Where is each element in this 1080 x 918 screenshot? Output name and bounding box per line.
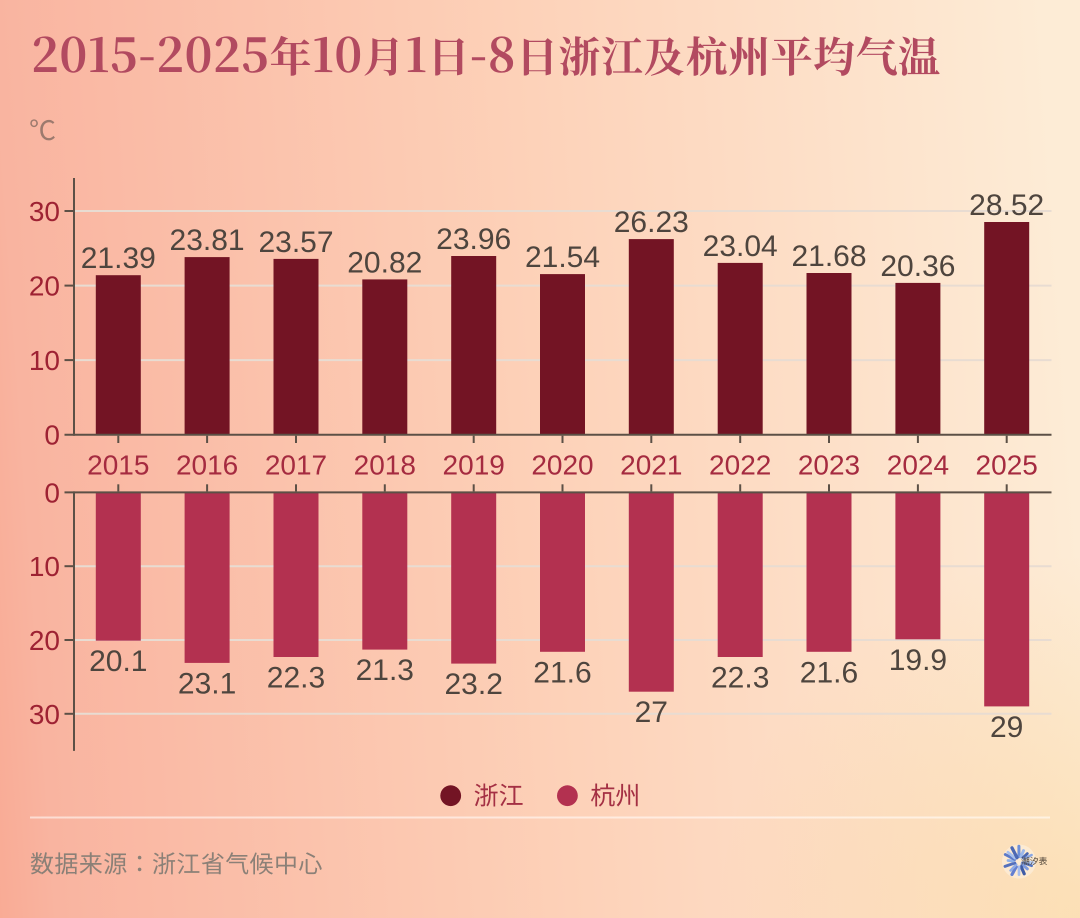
svg-text:2019: 2019 [443, 450, 505, 481]
svg-text:2017: 2017 [265, 450, 327, 481]
svg-text:23.81: 23.81 [170, 224, 245, 257]
svg-text:0: 0 [44, 477, 60, 508]
svg-text:28.52: 28.52 [969, 189, 1044, 222]
svg-text:30: 30 [29, 196, 60, 227]
svg-text:23.04: 23.04 [703, 230, 778, 263]
svg-text:20: 20 [29, 271, 60, 302]
svg-text:20.1: 20.1 [89, 645, 147, 678]
svg-text:26.23: 26.23 [614, 206, 689, 239]
svg-text:2025: 2025 [976, 450, 1038, 481]
svg-text:23.1: 23.1 [178, 667, 236, 700]
svg-text:21.68: 21.68 [791, 240, 866, 273]
svg-text:0: 0 [44, 420, 60, 451]
svg-text:21.39: 21.39 [81, 242, 156, 275]
svg-text:23.2: 23.2 [445, 668, 503, 701]
svg-text:23.57: 23.57 [258, 226, 333, 259]
svg-text:10: 10 [29, 345, 60, 376]
svg-text:20.36: 20.36 [880, 250, 955, 283]
svg-text:30: 30 [29, 699, 60, 730]
svg-text:21.3: 21.3 [356, 654, 414, 687]
svg-text:2021: 2021 [620, 450, 682, 481]
svg-text:22.3: 22.3 [267, 662, 325, 695]
svg-text:2016: 2016 [176, 450, 238, 481]
svg-text:19.9: 19.9 [889, 644, 947, 677]
svg-text:21.54: 21.54 [525, 241, 600, 274]
svg-text:2022: 2022 [709, 450, 771, 481]
svg-text:21.6: 21.6 [800, 656, 858, 689]
svg-text:20.82: 20.82 [347, 246, 422, 279]
svg-text:2024: 2024 [887, 450, 949, 481]
svg-text:20: 20 [29, 625, 60, 656]
svg-text:22.3: 22.3 [711, 662, 769, 695]
svg-text:2020: 2020 [531, 450, 593, 481]
svg-text:10: 10 [29, 551, 60, 582]
svg-text:21.6: 21.6 [533, 656, 591, 689]
svg-text:2018: 2018 [354, 450, 416, 481]
svg-text:2023: 2023 [798, 450, 860, 481]
svg-text:23.96: 23.96 [436, 223, 511, 256]
svg-text:29: 29 [990, 711, 1023, 744]
svg-text:27: 27 [635, 696, 668, 729]
svg-text:2015: 2015 [87, 450, 149, 481]
